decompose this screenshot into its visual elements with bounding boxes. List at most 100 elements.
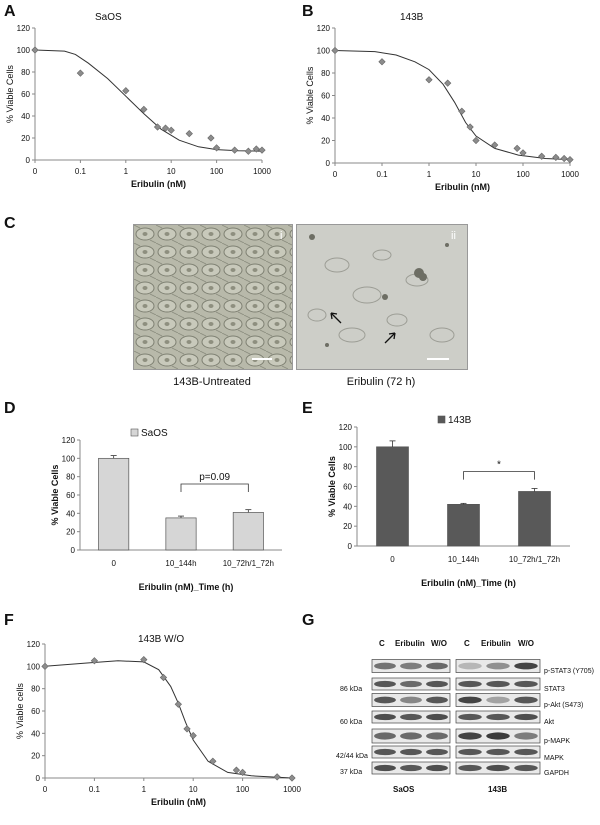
wb-cellline-143b: 143B	[488, 785, 507, 794]
chart-a-xtick-label: 10	[167, 167, 176, 176]
chart-d-significance-bracket	[180, 483, 249, 492]
chart-f-ytick-label: 120	[27, 640, 41, 649]
chart-f-point	[140, 656, 148, 664]
wb-band	[400, 764, 422, 772]
chart-e-ylabel: % Viable Cells	[327, 456, 337, 517]
chart-a-ylabel: % Viable Cells	[5, 65, 15, 123]
chart-b-fit-curve	[334, 50, 571, 161]
micrograph-caption-left: 143B-Untreated	[173, 376, 251, 388]
chart-b-point	[552, 153, 560, 161]
wb-header-c-saos: C	[379, 639, 385, 648]
chart-d-ytick-label: 40	[66, 509, 75, 518]
chart-b-ytick-label: 20	[321, 137, 330, 146]
wb-band	[374, 732, 396, 740]
wb-band	[486, 696, 510, 704]
wb-band	[458, 696, 482, 704]
chart-e-legend-label: 143B	[448, 415, 472, 426]
wb-band	[400, 748, 422, 756]
chart-f-ytick-label: 40	[31, 729, 40, 738]
chart-b-point	[513, 144, 521, 152]
wb-band	[486, 713, 510, 721]
chart-d-xtick-label: 10_72h/1_72h	[223, 559, 274, 568]
wb-band	[458, 764, 482, 772]
chart-b-point	[472, 136, 480, 145]
chart-e-xlabel: Eribulin (nM)_Time (h)	[421, 578, 516, 588]
wb-band	[400, 662, 422, 670]
wb-marker-42-44: 42/44 kDa	[336, 753, 368, 760]
wb-band	[514, 680, 538, 688]
chart-a-point	[167, 126, 175, 134]
chart-d-annotation: p=0.09	[199, 472, 230, 483]
chart-b-point	[566, 156, 574, 164]
chart-f-xtick-label: 0.1	[89, 785, 101, 794]
chart-f-point	[288, 774, 296, 782]
chart-a-ytick-label: 100	[17, 46, 31, 55]
chart-a-title: SaOS	[95, 12, 122, 23]
chart-a-point	[122, 87, 130, 95]
chart-b-xtick-label: 1	[427, 170, 432, 179]
chart-b-point	[331, 46, 339, 55]
chart-b-xtick-label: 1000	[561, 170, 579, 179]
chart-e-ytick-label: 80	[343, 463, 352, 472]
chart-d-xtick-label: 10_144h	[165, 559, 196, 568]
chart-b-ylabel: % Viable Cells	[305, 66, 315, 124]
chart-f-xtick-label: 1000	[283, 785, 301, 794]
chart-e-bar	[376, 446, 409, 547]
chart-d-bar	[98, 457, 130, 551]
chart-b-point	[458, 107, 466, 115]
chart-f-ytick-label: 0	[36, 774, 41, 783]
wb-protein-stat3: STAT3	[544, 686, 565, 693]
chart-a-xtick-label: 0.1	[75, 167, 87, 176]
wb-protein-pakt: p-Akt (S473)	[544, 702, 583, 709]
panel-label-c: C	[4, 215, 16, 232]
chart-b-xtick-label: 0.1	[376, 170, 388, 179]
chart-e-xtick-label: 10_144h	[448, 555, 479, 564]
chart-a-point	[76, 69, 85, 77]
wb-band	[458, 748, 482, 756]
chart-a-point	[185, 129, 193, 138]
chart-d-legend-swatch	[130, 428, 139, 437]
chart-a-point	[161, 124, 170, 132]
arrow-icon	[330, 312, 342, 324]
chart-b-point	[425, 76, 433, 84]
panel-label-b: B	[302, 3, 314, 20]
chart-b-xlabel: Eribulin (nM)	[435, 182, 490, 192]
chart-a-point	[258, 146, 266, 154]
wb-band	[400, 696, 422, 704]
chart-a-ytick-label: 0	[26, 156, 31, 165]
chart-e-annotation: *	[497, 460, 501, 471]
chart-b-point	[378, 58, 386, 66]
chart-f-point	[41, 662, 49, 670]
wb-band	[514, 662, 538, 670]
micrograph-eribulin: ii	[296, 224, 468, 370]
micrograph-tag-ii: ii	[451, 230, 456, 242]
chart-b-point	[538, 152, 546, 160]
chart-f-xlabel: Eribulin (nM)	[151, 797, 206, 807]
panel-label-g: G	[302, 612, 314, 629]
arrow-icon	[384, 332, 396, 344]
scale-bar-left	[252, 358, 272, 360]
chart-a-ytick-label: 80	[21, 68, 30, 77]
wb-band	[374, 696, 396, 704]
wb-band	[426, 680, 448, 688]
chart-e-ytick-label: 100	[339, 443, 353, 452]
chart-e-bar	[447, 504, 480, 547]
chart-a-ytick-label: 40	[21, 112, 30, 121]
chart-a-xtick-label: 100	[210, 167, 224, 176]
micrograph-untreated-image: i	[134, 225, 292, 369]
chart-b-ytick-label: 0	[326, 159, 331, 168]
chart-b-ytick-label: 60	[321, 92, 330, 101]
chart-f-point	[159, 673, 168, 682]
chart-d-ytick-label: 0	[71, 546, 76, 555]
chart-d-ytick-label: 80	[66, 473, 75, 482]
wb-band	[426, 662, 448, 670]
chart-b-xtick-label: 10	[472, 170, 481, 179]
chart-f-point	[174, 700, 182, 708]
chart-e-significance-bracket	[463, 471, 535, 480]
chart-f-xtick-label: 100	[236, 785, 250, 794]
wb-band	[426, 764, 448, 772]
chart-f-xtick-label: 10	[189, 785, 198, 794]
wb-cellline-saos: SaOS	[393, 785, 415, 794]
